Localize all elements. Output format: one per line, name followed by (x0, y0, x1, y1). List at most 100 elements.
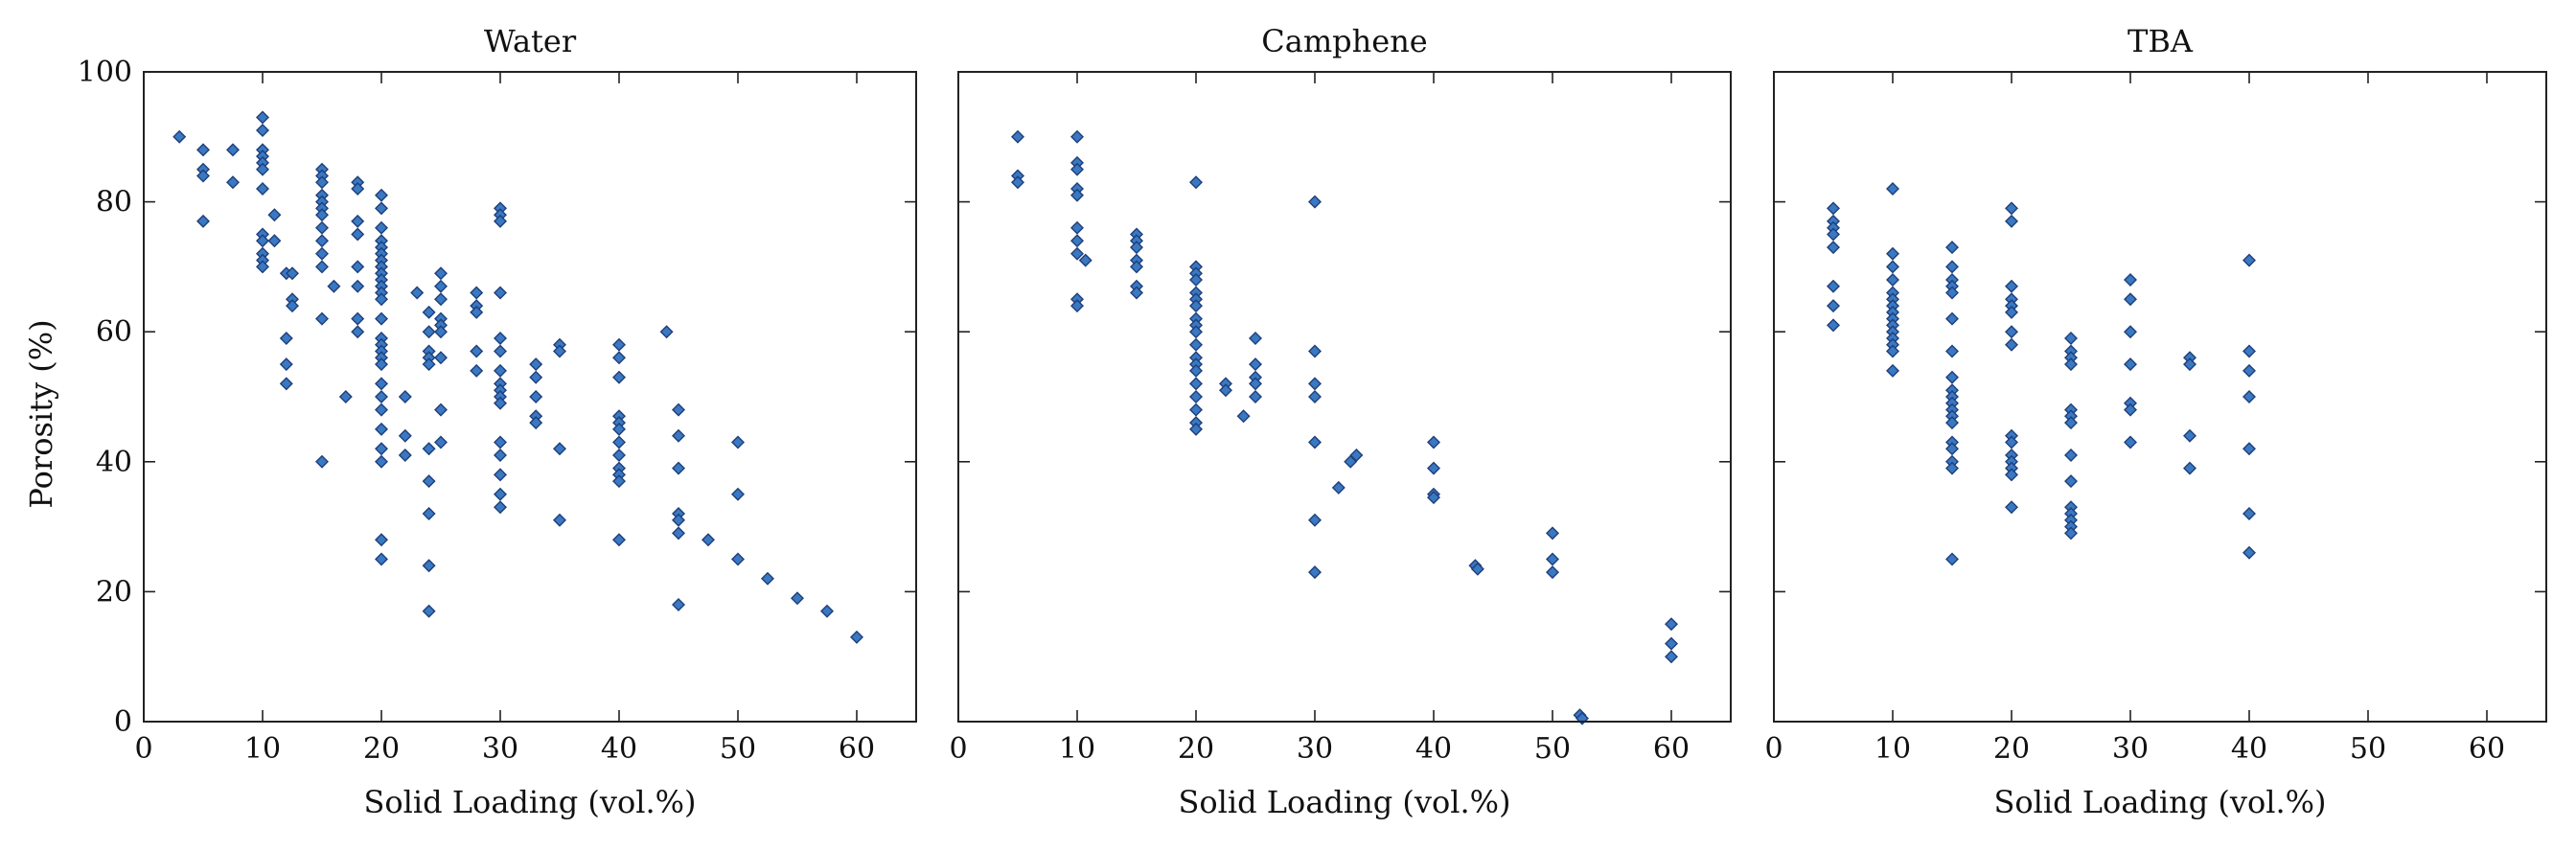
water-point (553, 344, 566, 358)
camphene-point (1070, 299, 1084, 313)
water-point (375, 188, 388, 202)
water-point (315, 454, 329, 469)
tba-point (1945, 286, 1959, 300)
camphene-point (1308, 344, 1322, 358)
water-point (434, 325, 448, 339)
tba-point (2005, 279, 2018, 293)
tba-points (1827, 182, 2256, 566)
water-point (612, 370, 626, 384)
camphene-point (1189, 390, 1203, 403)
water-point (494, 448, 507, 462)
camphene-point (1070, 129, 1084, 144)
camphene-point (1078, 253, 1092, 267)
tba-point (1945, 370, 1959, 384)
tba-point (2005, 337, 2018, 352)
x-tick-label: 40 (2231, 732, 2267, 766)
x-tick-label: 30 (1297, 732, 1333, 766)
tba-point (1886, 246, 1899, 261)
camphene-ticks: 0 10 20 30 40 50 60 (949, 71, 1731, 766)
x-tick-label: 20 (363, 732, 400, 766)
water-point (553, 442, 566, 456)
tba-point (2242, 507, 2256, 520)
camphene-point (1189, 175, 1203, 190)
tba-point (2124, 402, 2137, 417)
camphene-point (1130, 260, 1143, 274)
tba-point (1886, 182, 1899, 196)
tba-point (1945, 461, 1959, 475)
x-tick-label: 50 (2350, 732, 2386, 766)
camphene-point (1546, 565, 1559, 580)
x-tick-label: 60 (839, 732, 875, 766)
water-point (375, 220, 388, 235)
water-point (375, 377, 388, 391)
x-tick-label: 40 (1415, 732, 1452, 766)
water-point (659, 325, 674, 339)
x-tick-label: 50 (720, 732, 756, 766)
water-point (375, 552, 388, 566)
water-point (279, 332, 293, 345)
camphene-point (1236, 409, 1251, 424)
camphene-point (1308, 195, 1322, 209)
water-point (672, 598, 685, 611)
tba-point (1827, 318, 1840, 333)
camphene-point (1011, 175, 1024, 190)
water-point (422, 559, 436, 573)
water-points (172, 110, 863, 644)
x-axis-label-water: Solid Loading (vol.%) (363, 784, 696, 820)
camphene-point (1249, 357, 1262, 372)
water-point (398, 428, 412, 443)
water-point (351, 260, 365, 274)
tba-point (2124, 357, 2137, 372)
camphene-point (1308, 377, 1322, 391)
tba-point (2124, 435, 2137, 449)
water-point (338, 390, 353, 403)
water-point (375, 454, 388, 469)
camphene-plot-frame (957, 71, 1732, 723)
tba-point (2064, 448, 2078, 462)
camphene-point (1189, 325, 1203, 339)
camphene-point (1427, 435, 1440, 449)
water-plot-frame (143, 71, 917, 723)
x-axis-label-camphene: Solid Loading (vol.%) (1178, 784, 1510, 820)
water-point (494, 344, 507, 358)
water-point (494, 435, 507, 449)
water-point (434, 351, 448, 365)
tba-point (2242, 344, 2256, 358)
panel-camphene: Camphene 0 10 20 30 40 50 60 Solid Loading (vo… (949, 23, 1732, 820)
camphene-point (1331, 480, 1346, 494)
water-point (494, 286, 507, 300)
water-point (279, 357, 293, 372)
water-point (820, 604, 834, 618)
camphene-point (1249, 332, 1262, 345)
water-point (315, 311, 329, 326)
water-point (196, 143, 210, 157)
camphene-point (1665, 617, 1678, 632)
tba-point (2183, 461, 2196, 475)
water-point (672, 513, 685, 527)
water-point (494, 396, 507, 410)
camphene-point (1070, 234, 1084, 248)
water-point (422, 442, 436, 456)
water-point (375, 442, 388, 456)
camphene-point (1349, 448, 1364, 462)
y-tick-label: 0 (114, 705, 132, 739)
tba-point (2005, 201, 2018, 216)
water-point (850, 630, 863, 644)
camphene-point (1308, 390, 1322, 403)
camphene-point (1070, 246, 1084, 261)
water-point (422, 507, 436, 520)
tba-point (1886, 260, 1899, 274)
water-point (731, 487, 745, 501)
water-point (315, 220, 329, 235)
camphene-point (1249, 390, 1262, 403)
tba-point (1827, 279, 1840, 293)
water-point (267, 208, 282, 222)
water-point (731, 435, 745, 449)
tba-point (2183, 428, 2196, 443)
water-point (470, 305, 484, 319)
panel-title-water: Water (484, 23, 577, 59)
water-point (375, 292, 388, 307)
water-point (351, 182, 365, 196)
tba-point (2064, 357, 2078, 372)
water-point (256, 182, 269, 196)
